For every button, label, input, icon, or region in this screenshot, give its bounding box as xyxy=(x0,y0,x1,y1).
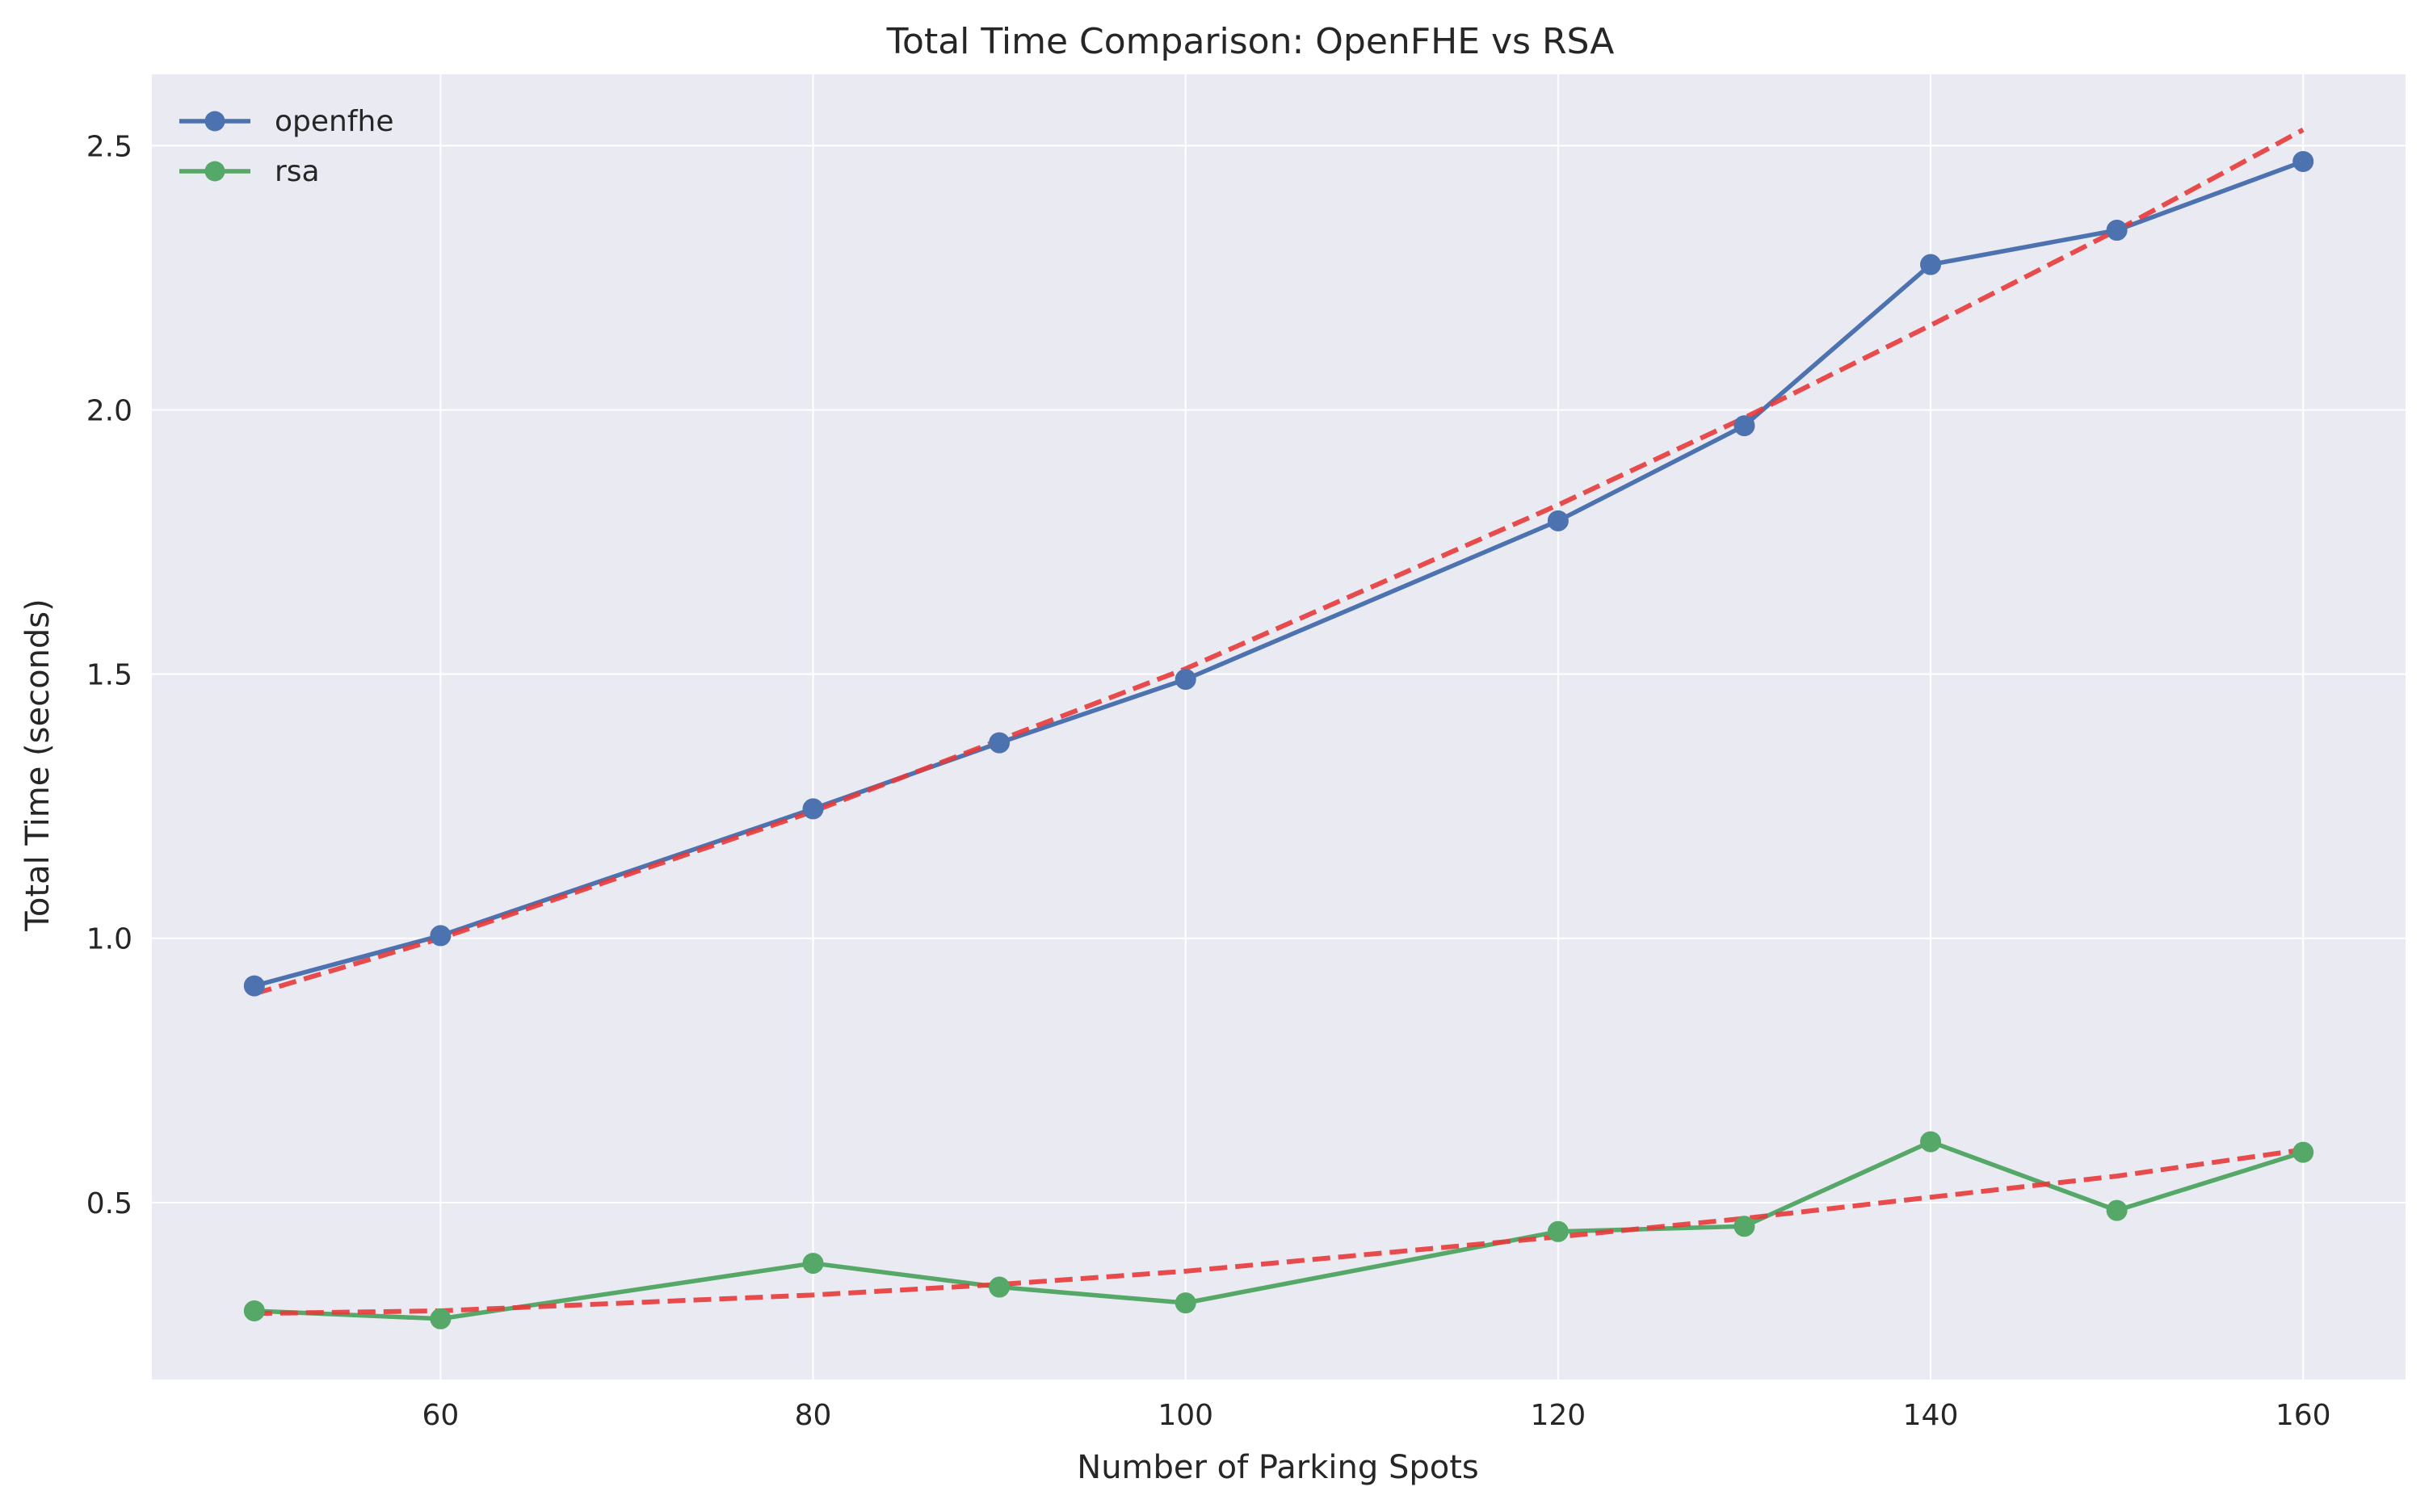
point-openfhe xyxy=(243,975,265,997)
series-line-rsa xyxy=(254,1139,2305,1321)
x-axis-label: Number of Parking Spots xyxy=(1077,1449,1478,1486)
point-openfhe xyxy=(989,732,1011,754)
point-rsa xyxy=(1547,1220,1569,1242)
point-openfhe xyxy=(430,925,452,947)
point-rsa xyxy=(2292,1141,2314,1163)
y-tick-label: 0.5 xyxy=(86,1187,132,1220)
point-rsa xyxy=(430,1308,452,1329)
x-tick-label: 60 xyxy=(422,1399,459,1432)
x-tick-label: 100 xyxy=(1158,1399,1213,1432)
x-tick-label: 80 xyxy=(795,1399,832,1432)
point-openfhe xyxy=(802,798,824,820)
y-tick-label: 2.0 xyxy=(86,394,132,427)
y-axis-label: Total Time (seconds) xyxy=(19,598,57,931)
point-rsa xyxy=(802,1253,824,1275)
legend: openfhe rsa xyxy=(179,105,393,188)
point-openfhe xyxy=(1175,669,1196,691)
point-rsa xyxy=(1175,1292,1196,1314)
point-openfhe xyxy=(2106,220,2128,242)
x-axis-ticks: 60 80 100 120 140 160 xyxy=(422,1399,2330,1432)
legend-marker-openfhe xyxy=(204,111,225,132)
y-tick-label: 1.5 xyxy=(86,659,132,692)
series-lines xyxy=(243,128,2314,1329)
point-rsa xyxy=(1920,1131,1942,1153)
legend-marker-rsa xyxy=(204,161,225,182)
legend-label-openfhe: openfhe xyxy=(275,105,393,138)
series-line-openfhe xyxy=(254,159,2305,989)
point-openfhe xyxy=(1547,510,1569,531)
trendline-rsa xyxy=(254,1147,2304,1317)
point-rsa xyxy=(1733,1216,1755,1237)
x-tick-label: 160 xyxy=(2276,1399,2331,1432)
point-rsa xyxy=(2106,1199,2128,1221)
x-tick-label: 140 xyxy=(1903,1399,1959,1432)
plot-area xyxy=(152,74,2406,1380)
grid-lines xyxy=(152,74,2406,1380)
point-rsa xyxy=(989,1276,1011,1298)
chart-title: Total Time Comparison: OpenFHE vs RSA xyxy=(886,21,1615,62)
point-openfhe xyxy=(2292,150,2314,172)
point-rsa xyxy=(243,1300,265,1321)
point-openfhe xyxy=(1920,254,1942,275)
y-tick-label: 1.0 xyxy=(86,923,132,956)
point-openfhe xyxy=(1733,415,1755,437)
legend-label-rsa: rsa xyxy=(275,155,320,188)
y-axis-ticks: 0.5 1.0 1.5 2.0 2.5 xyxy=(86,130,132,1220)
y-tick-label: 2.5 xyxy=(86,130,132,163)
trendline-openfhe xyxy=(253,128,2305,997)
x-tick-label: 120 xyxy=(1531,1399,1586,1432)
